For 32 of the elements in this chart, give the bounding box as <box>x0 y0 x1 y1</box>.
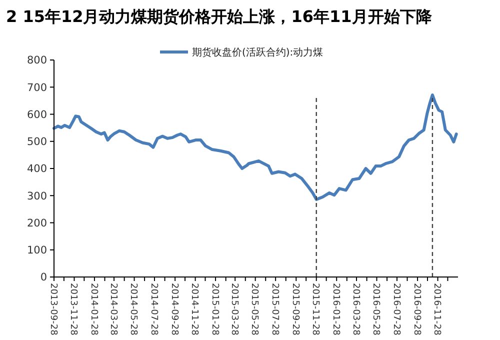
x-tick-label: 2013-09-28 <box>48 283 58 336</box>
legend-label: 期货收盘价(活跃合约):动力煤 <box>192 46 324 58</box>
chart-title: 2 15年12月动力煤期货价格开始上涨，16年11月开始下降 <box>6 7 433 26</box>
x-tick-label: 2016-01-28 <box>330 283 340 336</box>
x-tick-label: 2015-11-28 <box>310 283 320 336</box>
x-tick-label: 2016-09-28 <box>411 283 422 336</box>
x-tick-label: 2016-07-28 <box>390 283 401 336</box>
x-tick-label: 2014-01-28 <box>88 283 98 336</box>
y-tick-label: 500 <box>26 136 47 148</box>
y-tick-label: 100 <box>26 244 47 257</box>
y-tick-label: 600 <box>26 108 47 121</box>
y-tick-label: 0 <box>40 272 47 284</box>
x-tick-label: 2014-05-28 <box>128 283 138 336</box>
x-tick-label: 2014-09-28 <box>168 283 179 336</box>
x-tick-label: 2014-11-28 <box>189 283 200 336</box>
x-tick-label: 2015-05-28 <box>249 283 260 336</box>
y-tick-label: 300 <box>26 190 47 202</box>
y-tick-label: 200 <box>26 217 47 230</box>
x-tick-label: 2014-03-28 <box>108 283 118 336</box>
x-tick-label: 2015-07-28 <box>269 283 280 336</box>
x-tick-label: 2015-03-28 <box>228 283 239 336</box>
x-tick-label: 2016-11-28 <box>432 283 442 336</box>
x-tick-label: 2016-05-28 <box>370 283 381 336</box>
x-tick-label: 2015-09-28 <box>290 283 300 336</box>
x-tick-label: 2016-03-28 <box>350 283 360 336</box>
x-tick-label: 2013-11-28 <box>68 283 78 336</box>
y-tick-label: 700 <box>26 82 47 94</box>
line-series <box>52 93 458 201</box>
x-tick-label: 2015-01-28 <box>209 283 220 336</box>
y-tick-label: 800 <box>26 54 47 67</box>
y-tick-label: 400 <box>26 163 47 176</box>
x-tick-label: 2014-07-28 <box>148 283 158 336</box>
